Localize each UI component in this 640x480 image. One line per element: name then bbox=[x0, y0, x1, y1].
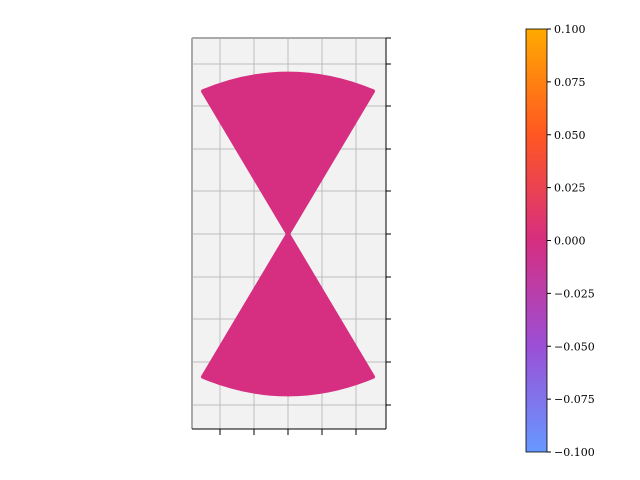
colorbar-tick-label: 0.000 bbox=[554, 235, 586, 248]
colorbar-ticks: −0.100 −0.075 −0.050 −0.025 0.000 0.025 0.050 0… bbox=[547, 23, 595, 459]
scatter-points bbox=[201, 71, 375, 397]
colorbar-tick-label: −0.100 bbox=[554, 446, 595, 459]
colorbar: −0.100 −0.075 −0.050 −0.025 0.000 0.025 0.050 0… bbox=[525, 23, 595, 459]
colorbar-gradient bbox=[525, 28, 548, 453]
scatter-upper-cone bbox=[201, 71, 375, 236]
colorbar-tick-label: 0.100 bbox=[554, 23, 586, 36]
colorbar-tick-label: 0.075 bbox=[554, 76, 586, 89]
colorbar-tick-label: −0.050 bbox=[554, 340, 595, 353]
colorbar-tick-label: 0.050 bbox=[554, 129, 586, 142]
colorbar-tick-label: −0.075 bbox=[554, 393, 595, 406]
scatter-lower-cone bbox=[201, 232, 375, 397]
colorbar-tick-label: 0.025 bbox=[554, 182, 586, 195]
axis-ticks bbox=[219, 37, 391, 435]
axes-3d bbox=[191, 37, 391, 435]
colorbar-tick-label: −0.025 bbox=[554, 287, 595, 300]
